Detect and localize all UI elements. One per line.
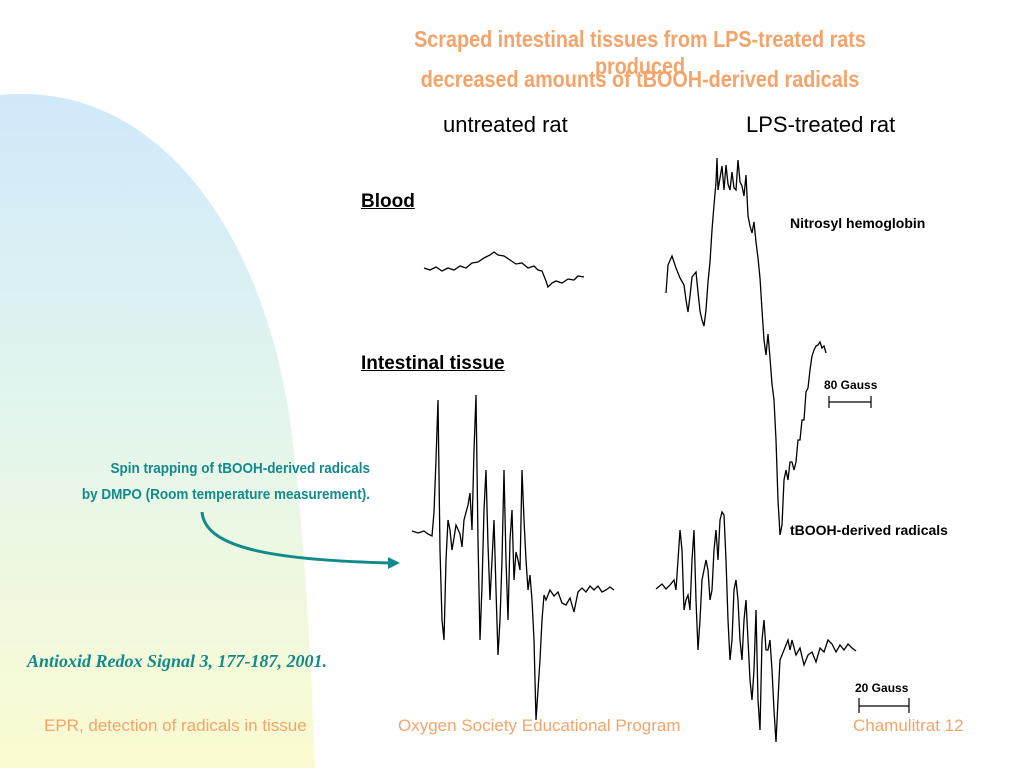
label-nitrosyl-hemoglobin: Nitrosyl hemoglobin (790, 215, 926, 231)
citation: Antioxid Redox Signal 3, 177-187, 2001. (27, 651, 328, 671)
scale-label-20-gauss: 20 Gauss (855, 681, 909, 695)
note-line-2: by DMPO (Room temperature measurement). (81, 486, 370, 503)
note-line-1: Spin trapping of tBOOH-derived radicals (110, 460, 370, 477)
label-tbooh-radicals: tBOOH-derived radicals (790, 522, 948, 538)
footer-center: Oxygen Society Educational Program (398, 716, 681, 735)
scale-bar-20-gauss (858, 698, 910, 713)
scale-label-80-gauss: 80 Gauss (824, 378, 878, 392)
slide-title-line-2: decreased amounts of tBOOH-derived radic… (420, 66, 860, 92)
footer-right: Chamulitrat 12 (853, 716, 964, 735)
scale-bar-80-gauss (828, 396, 872, 408)
trace-blood-lps (665, 157, 827, 536)
row-label-intestinal: Intestinal tissue (361, 353, 505, 374)
arrow-head-icon (388, 557, 400, 569)
trace-intestine-lps (655, 510, 857, 743)
column-header-lps: LPS-treated rat (746, 112, 896, 137)
row-label-blood: Blood (361, 191, 415, 212)
annotation-arrow (200, 511, 393, 565)
trace-intestine-untreated (411, 394, 615, 721)
trace-blood-untreated (423, 251, 585, 289)
column-header-untreated: untreated rat (443, 112, 568, 137)
footer-left: EPR, detection of radicals in tissue (44, 716, 307, 735)
slide-title-line-1: Scraped intestinal tissues from LPS-trea… (414, 26, 866, 79)
